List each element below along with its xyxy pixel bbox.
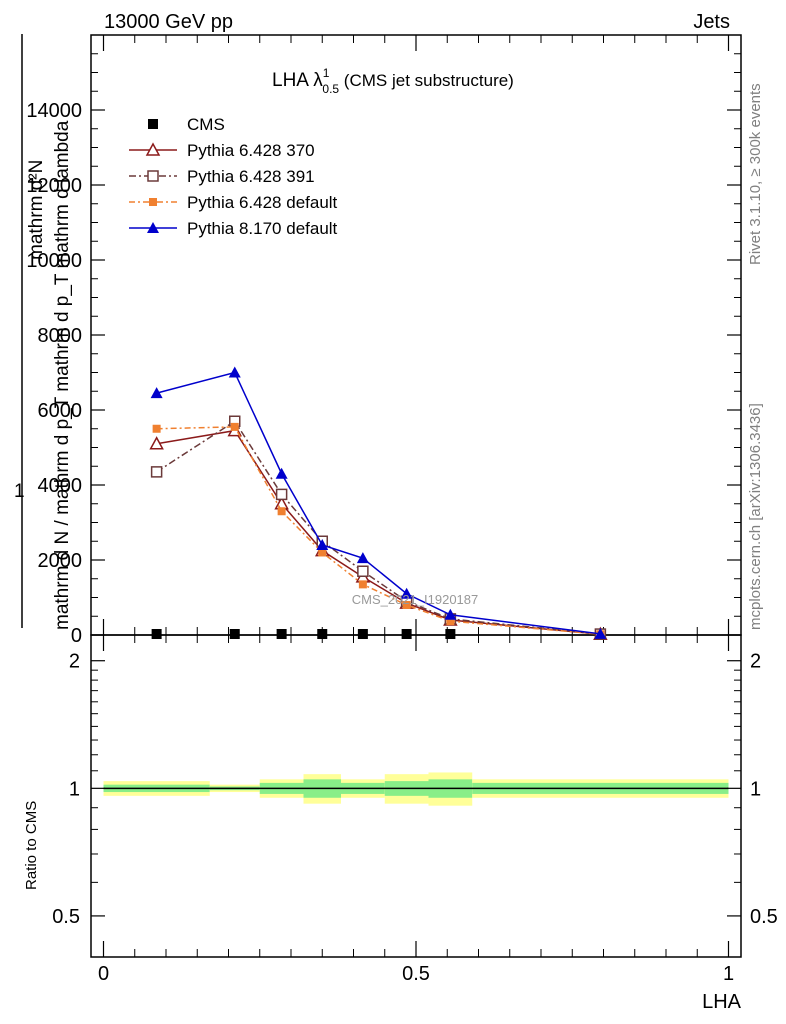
y-label-prefix: 1	[14, 481, 25, 502]
data-point	[316, 539, 329, 550]
legend-entry: Pythia 8.170 default	[129, 219, 338, 238]
data-point	[150, 387, 163, 399]
legend-marker	[149, 198, 157, 206]
data-point	[318, 548, 327, 557]
x-tick-label: 1	[723, 963, 734, 985]
series-layer	[149, 366, 608, 640]
data-point	[229, 629, 240, 639]
data-point	[400, 587, 413, 599]
x-ticks: 0 0.5 1	[98, 35, 734, 985]
y-tick-label: 2000	[38, 550, 83, 572]
series-line	[156, 420, 601, 635]
y-tick-label: 0	[71, 625, 82, 647]
plot-title: LHA λ1 0.5 (CMS jet substructure)	[272, 66, 514, 96]
legend-entry: Pythia 6.428 391	[129, 167, 315, 186]
y-tick-label: 6000	[38, 400, 83, 422]
y-label-line2: mathrm d N / mathrm d p_T mathrm d p_T m…	[52, 120, 73, 630]
mcplots-label: mcplots.cern.ch [arXiv:1306.3436]	[747, 403, 764, 630]
x-tick-label: 0.5	[402, 963, 430, 985]
ratio-tick-label: 0.5	[52, 906, 80, 928]
data-point	[150, 466, 163, 478]
y-tick-label: 12000	[26, 175, 82, 197]
data-point	[275, 488, 288, 501]
ratio-tick-label-right: 0.5	[750, 906, 778, 928]
data-point	[277, 507, 286, 516]
x-axis-label: LHA	[702, 991, 742, 1013]
series-pythia-6-428-370	[149, 423, 608, 640]
series-line	[156, 371, 601, 635]
legend-label: Pythia 6.428 370	[187, 141, 315, 160]
y-label-line1: mathrm d²N	[26, 160, 47, 260]
legend-marker	[147, 222, 159, 233]
x-tick-label: 0	[98, 963, 109, 985]
ratio-y-label: Ratio to CMS	[23, 801, 40, 890]
data-point	[276, 629, 287, 639]
legend-entry: CMS	[148, 115, 225, 134]
ratio-tick-label-right: 1	[750, 778, 761, 800]
watermark: CMS_2021_I1920187	[352, 592, 479, 607]
data-point	[151, 629, 162, 639]
header-left: 13000 GeV pp	[104, 11, 233, 33]
ratio-tick-label: 1	[69, 778, 80, 800]
data-point	[444, 608, 457, 620]
ratio-tick-label-right: 2	[750, 651, 761, 673]
data-point	[401, 629, 412, 639]
y-tick-label: 10000	[26, 250, 82, 272]
data-point	[230, 422, 239, 431]
data-point	[228, 366, 241, 378]
main-y-ticks: 0 2000 4000 6000 8000 10000 12000 14000	[26, 53, 741, 647]
series-line	[156, 429, 601, 635]
main-y-label: mathrm d²N mathrm d N / mathrm d p_T mat…	[14, 34, 73, 630]
series-cms	[151, 629, 606, 639]
ratio-tick-label: 2	[69, 651, 80, 673]
ratio-y-ticks: 0.5 0.5 1 1 2 2	[52, 651, 778, 928]
y-tick-label: 14000	[26, 100, 82, 122]
legend-entry: Pythia 6.428 default	[129, 193, 338, 212]
legend-label: Pythia 6.428 391	[187, 167, 315, 186]
legend-marker	[147, 170, 159, 182]
data-point	[594, 627, 607, 639]
data-point	[445, 629, 456, 639]
data-point	[402, 601, 411, 609]
data-point	[317, 629, 328, 639]
legend-label: Pythia 6.428 default	[187, 193, 338, 212]
legend-entry: Pythia 6.428 370	[129, 141, 315, 160]
legend: CMS Pythia 6.428 370 Pythia 6.428 391 Pythi…	[129, 115, 338, 238]
data-point	[357, 629, 368, 639]
series-pythia-8-170-default	[150, 366, 607, 639]
data-point	[358, 580, 367, 589]
header-right: Jets	[693, 11, 730, 33]
y-tick-label: 4000	[38, 475, 83, 497]
data-point	[149, 436, 164, 450]
legend-marker	[148, 119, 158, 129]
data-point	[152, 424, 161, 433]
legend-label: CMS	[187, 115, 225, 134]
rivet-label: Rivet 3.1.10, ≥ 300k events	[747, 83, 764, 265]
data-point	[275, 467, 288, 479]
legend-marker	[145, 142, 161, 156]
series-line	[156, 426, 601, 635]
data-point	[357, 565, 369, 577]
legend-label: Pythia 8.170 default	[187, 219, 338, 238]
data-point	[446, 617, 455, 626]
data-point	[356, 552, 369, 564]
y-tick-label: 8000	[38, 325, 83, 347]
